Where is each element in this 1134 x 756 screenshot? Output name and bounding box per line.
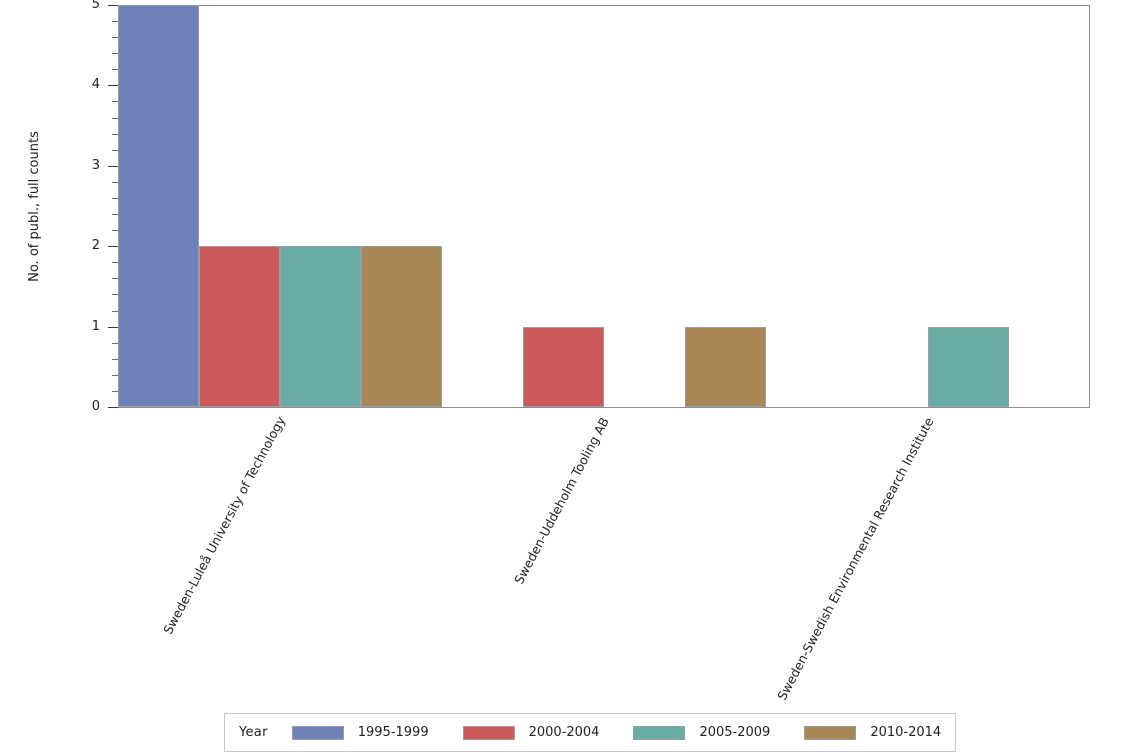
y-tick-minor xyxy=(112,310,118,312)
y-tick-minor xyxy=(112,149,118,151)
y-tick-major xyxy=(108,165,118,167)
y-tick-minor xyxy=(112,214,118,216)
x-tick-label: Sweden-Swedish Environmental Research In… xyxy=(773,414,937,703)
y-tick-minor xyxy=(112,390,118,392)
bar[interactable] xyxy=(361,246,442,407)
y-tick-major xyxy=(108,85,118,87)
y-tick-minor xyxy=(112,294,118,296)
legend-swatch xyxy=(462,725,515,740)
y-tick-minor xyxy=(112,133,118,135)
y-tick-label: 1 xyxy=(91,318,100,334)
y-tick-minor xyxy=(112,342,118,344)
x-axis-line xyxy=(118,407,1090,408)
legend: Year 1995-1999 2000-2004 2005-2009 2010-201… xyxy=(224,713,957,752)
y-tick-minor xyxy=(112,181,118,183)
y-tick-label: 2 xyxy=(91,238,100,254)
y-tick-minor xyxy=(112,69,118,71)
y-axis-title: No. of publ., full counts xyxy=(27,131,42,282)
legend-label: 2005-2009 xyxy=(699,725,771,740)
y-tick-major xyxy=(108,326,118,328)
bar[interactable] xyxy=(928,326,1009,407)
x-tick-label: Sweden-Uddeholm Tooling AB xyxy=(511,414,613,587)
legend-swatch xyxy=(633,725,686,740)
bar[interactable] xyxy=(523,326,604,407)
y-tick-minor xyxy=(112,53,118,55)
y-tick-minor xyxy=(112,21,118,23)
bar[interactable] xyxy=(199,246,280,407)
legend-entry[interactable]: 2000-2004 xyxy=(462,725,600,740)
y-tick-major xyxy=(108,407,118,408)
legend-title: Year xyxy=(239,725,268,740)
y-tick-minor xyxy=(112,358,118,360)
legend-swatch xyxy=(291,725,344,740)
legend-swatch xyxy=(804,725,857,740)
legend-entry[interactable]: 2005-2009 xyxy=(633,725,770,740)
y-tick-minor xyxy=(112,117,118,119)
y-tick-label: 0 xyxy=(91,399,100,414)
legend-entry[interactable]: 1995-1999 xyxy=(291,725,429,740)
y-tick-minor xyxy=(112,278,118,280)
legend-label: 2010-2014 xyxy=(870,725,942,740)
legend-entries: 1995-1999 2000-2004 2005-2009 2010-2014 xyxy=(291,725,941,740)
bar[interactable] xyxy=(280,246,361,407)
y-tick-minor xyxy=(112,374,118,376)
y-tick-minor xyxy=(112,230,118,232)
y-tick-label: 5 xyxy=(91,0,100,12)
legend-label: 2000-2004 xyxy=(528,725,600,740)
y-tick-minor xyxy=(112,197,118,199)
legend-entry[interactable]: 2010-2014 xyxy=(804,725,941,740)
bar[interactable] xyxy=(118,5,199,407)
y-tick-minor xyxy=(112,262,118,264)
y-tick-major xyxy=(108,5,118,6)
legend-label: 1995-1999 xyxy=(357,725,429,740)
y-tick-label: 3 xyxy=(91,157,100,173)
bar[interactable] xyxy=(685,326,766,407)
y-tick-major xyxy=(108,246,118,248)
y-tick-label: 4 xyxy=(91,77,100,93)
y-tick-minor xyxy=(112,101,118,103)
y-tick-minor xyxy=(112,37,118,39)
x-tick-label: Sweden-Luleå University of Technology xyxy=(160,414,289,638)
